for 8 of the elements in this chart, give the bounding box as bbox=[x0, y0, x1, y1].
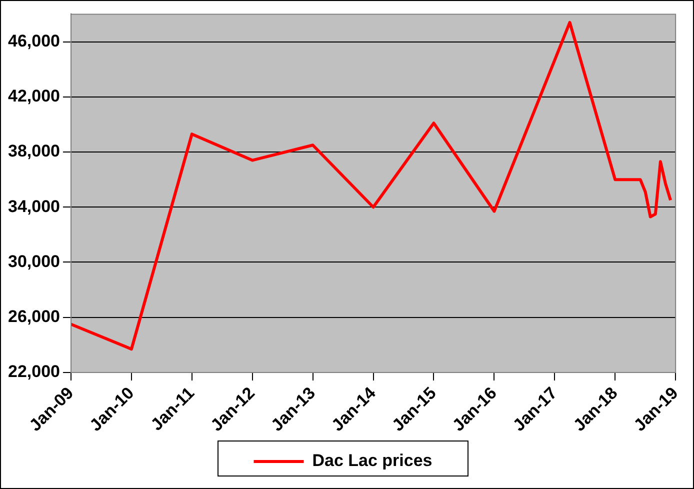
y-tick-label: 34,000 bbox=[8, 196, 60, 216]
y-tick-label: 42,000 bbox=[8, 86, 60, 106]
y-tick-label: 22,000 bbox=[8, 362, 60, 382]
legend-label: Dac Lac prices bbox=[312, 451, 432, 470]
y-tick-label: 38,000 bbox=[8, 142, 60, 161]
y-tick-label: 30,000 bbox=[8, 252, 60, 271]
y-tick-label: 46,000 bbox=[8, 31, 60, 50]
y-tick-label: 26,000 bbox=[8, 307, 60, 326]
